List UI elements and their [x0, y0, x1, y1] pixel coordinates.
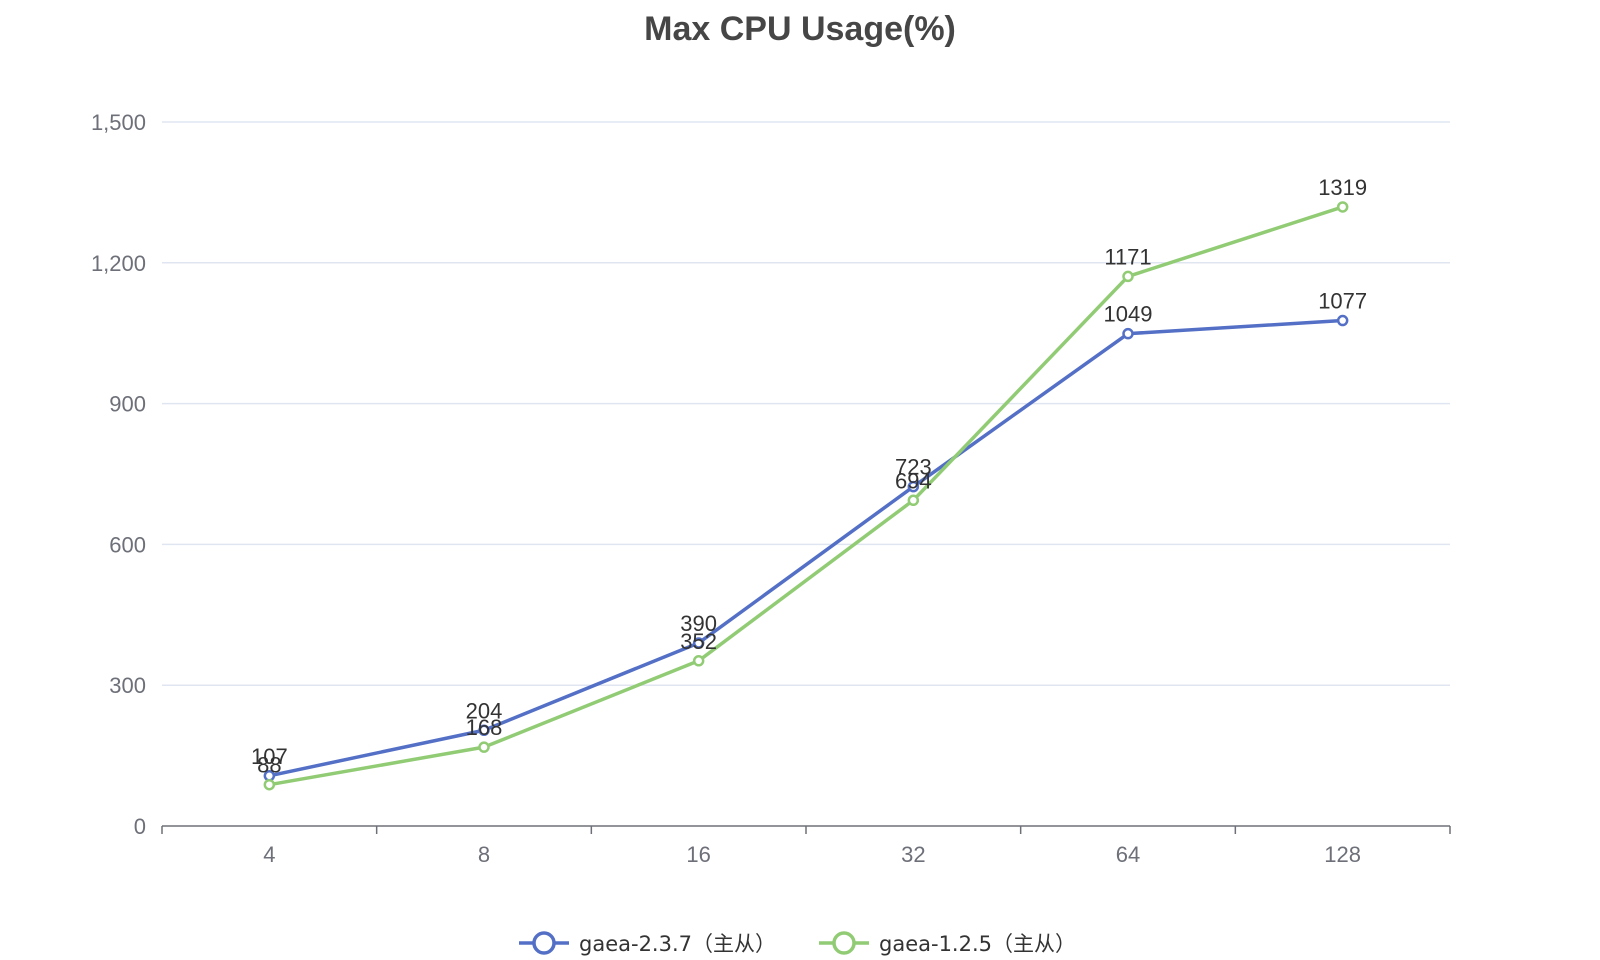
data-label: 1077 — [1318, 289, 1367, 314]
y-tick-label: 1,200 — [91, 251, 146, 276]
legend-marker-icon — [532, 931, 556, 955]
data-point[interactable] — [478, 741, 490, 753]
chart-title: Max CPU Usage(%) — [644, 10, 956, 48]
legend-item[interactable]: gaea-2.3.7（主从） — [519, 931, 776, 956]
data-point[interactable] — [263, 778, 276, 791]
data-label: 107 — [251, 744, 288, 769]
data-point[interactable] — [907, 494, 920, 507]
data-label: 204 — [466, 698, 503, 723]
data-point[interactable] — [907, 480, 920, 493]
legend[interactable]: gaea-2.3.7（主从） gaea-1.2.5（主从） — [519, 931, 1076, 956]
data-label: 390 — [680, 611, 717, 636]
data-label: 694 — [895, 468, 932, 493]
x-tick-label: 16 — [686, 842, 710, 867]
data-label: 88 — [257, 753, 281, 778]
data-point[interactable] — [692, 655, 705, 667]
data-label: 1319 — [1318, 175, 1367, 200]
series-layer — [263, 201, 1349, 791]
data-label: 723 — [895, 455, 932, 480]
y-tick-label: 300 — [109, 673, 146, 698]
data-point[interactable] — [478, 724, 490, 737]
series-line — [268, 318, 1343, 778]
data-point[interactable] — [1122, 270, 1134, 283]
legend-label: gaea-1.2.5（主从） — [879, 932, 1076, 956]
y-tick-label: 600 — [109, 532, 146, 557]
data-label: 352 — [680, 629, 717, 654]
x-tick-label: 4 — [263, 842, 275, 867]
x-tick-label: 128 — [1324, 842, 1361, 867]
y-tick-label: 900 — [109, 392, 146, 417]
series-line — [269, 205, 1344, 787]
data-label-layer: 107 204 390 723 1049 1077 88 168 352 694 1171 1319 — [251, 175, 1367, 778]
x-tick-label: 8 — [478, 842, 490, 867]
legend-item[interactable]: gaea-1.2.5（主从） — [819, 931, 1076, 956]
grid-layer — [162, 121, 1450, 686]
legend-label: gaea-2.3.7（主从） — [579, 932, 776, 956]
data-point[interactable] — [1336, 314, 1349, 327]
data-label: 1049 — [1104, 302, 1153, 327]
axis-layer: 0 300 600 900 1,200 1,500 4 8 16 32 64 128 — [91, 110, 1451, 867]
x-tick-label: 64 — [1116, 842, 1140, 867]
x-tick-label: 32 — [901, 842, 925, 867]
data-point[interactable] — [1122, 327, 1134, 340]
data-label: 1171 — [1104, 244, 1151, 269]
legend-marker-icon — [832, 931, 856, 955]
data-point[interactable] — [692, 637, 705, 649]
data-label: 168 — [466, 715, 503, 740]
y-tick-label: 0 — [134, 814, 146, 839]
y-tick-label: 1,500 — [91, 110, 146, 135]
data-point[interactable] — [1336, 201, 1349, 213]
